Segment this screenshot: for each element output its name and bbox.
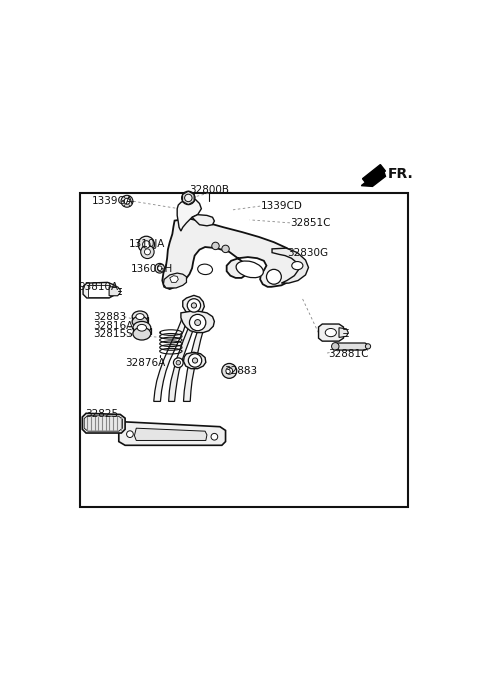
FancyArrow shape [362, 165, 385, 185]
Circle shape [212, 242, 219, 250]
Text: 32851C: 32851C [290, 218, 331, 228]
Polygon shape [168, 314, 197, 401]
Text: 32825: 32825 [85, 410, 119, 420]
Circle shape [185, 194, 192, 202]
Circle shape [190, 314, 206, 331]
Ellipse shape [325, 328, 336, 336]
Circle shape [187, 299, 201, 312]
Text: 1339CD: 1339CD [261, 201, 303, 211]
Text: 1339GA: 1339GA [92, 196, 133, 206]
Polygon shape [335, 343, 368, 350]
Circle shape [144, 249, 150, 255]
Ellipse shape [133, 328, 151, 340]
Text: 32816A: 32816A [94, 320, 134, 330]
Polygon shape [192, 215, 215, 226]
Polygon shape [119, 422, 226, 445]
Ellipse shape [137, 324, 146, 331]
Circle shape [365, 344, 371, 349]
Text: 32815S: 32815S [94, 330, 133, 339]
Circle shape [195, 320, 201, 326]
Circle shape [181, 191, 195, 204]
Circle shape [266, 269, 281, 284]
Polygon shape [177, 198, 202, 231]
Circle shape [141, 245, 154, 259]
Bar [88, 285, 110, 297]
Text: 32800B: 32800B [189, 185, 229, 196]
Text: 32876A: 32876A [125, 357, 165, 368]
Polygon shape [181, 311, 215, 332]
Bar [81, 193, 408, 508]
Polygon shape [162, 219, 302, 289]
Circle shape [127, 431, 133, 437]
Ellipse shape [292, 261, 303, 269]
Polygon shape [339, 328, 348, 337]
Polygon shape [163, 273, 186, 288]
Text: 1360GH: 1360GH [131, 264, 173, 274]
Circle shape [222, 245, 229, 253]
Text: 1310JA: 1310JA [129, 240, 165, 249]
Ellipse shape [132, 316, 148, 328]
Polygon shape [109, 287, 120, 296]
Circle shape [124, 198, 130, 204]
Polygon shape [170, 276, 178, 282]
Polygon shape [183, 295, 204, 314]
Circle shape [121, 196, 133, 207]
Text: 32830G: 32830G [287, 248, 328, 258]
Circle shape [155, 263, 165, 273]
Circle shape [188, 354, 202, 367]
Ellipse shape [133, 322, 151, 334]
Circle shape [143, 241, 150, 248]
Polygon shape [83, 414, 125, 433]
Text: 32881C: 32881C [328, 349, 368, 359]
Ellipse shape [132, 311, 148, 322]
Polygon shape [183, 314, 205, 401]
Polygon shape [272, 248, 309, 283]
Ellipse shape [236, 261, 264, 278]
Circle shape [176, 360, 180, 365]
Circle shape [332, 343, 339, 350]
Text: 93810A: 93810A [79, 282, 119, 292]
Text: FR.: FR. [387, 167, 413, 181]
Text: 32883: 32883 [224, 366, 257, 376]
Circle shape [192, 358, 198, 363]
Ellipse shape [198, 264, 213, 275]
Circle shape [138, 236, 155, 253]
Circle shape [173, 358, 183, 368]
Polygon shape [361, 169, 385, 186]
Polygon shape [83, 282, 118, 298]
Polygon shape [183, 352, 206, 369]
Circle shape [222, 364, 237, 378]
Text: 32883: 32883 [94, 311, 127, 322]
Circle shape [226, 368, 233, 374]
Circle shape [157, 266, 162, 270]
Polygon shape [134, 428, 207, 441]
Polygon shape [319, 324, 344, 341]
Circle shape [192, 303, 196, 308]
Circle shape [211, 433, 218, 440]
Ellipse shape [136, 313, 144, 320]
Polygon shape [154, 314, 188, 401]
